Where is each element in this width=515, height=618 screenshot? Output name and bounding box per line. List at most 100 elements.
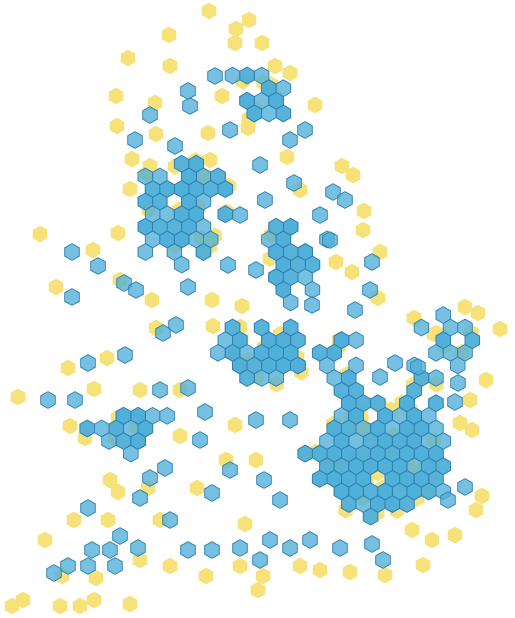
blue-hex bbox=[152, 381, 168, 399]
yellow-hex bbox=[292, 557, 308, 575]
blue-hex bbox=[204, 484, 220, 502]
blue-hex bbox=[188, 205, 204, 224]
yellow-hex bbox=[492, 320, 508, 338]
yellow-hex bbox=[474, 487, 490, 505]
yellow-hex bbox=[198, 567, 214, 585]
yellow-hex bbox=[355, 221, 371, 239]
blue-hex bbox=[304, 296, 320, 314]
yellow-hex bbox=[468, 501, 484, 519]
yellow-hex bbox=[102, 471, 118, 489]
blue-hex bbox=[127, 131, 143, 149]
blue-hex bbox=[333, 432, 350, 450]
blue-hex bbox=[117, 346, 133, 364]
yellow-hex bbox=[189, 479, 205, 497]
yellow-hex bbox=[464, 421, 480, 439]
blue-hex bbox=[377, 482, 393, 501]
yellow-hex bbox=[267, 57, 283, 75]
blue-hex bbox=[435, 331, 451, 350]
blue-hex bbox=[80, 354, 96, 372]
yellow-hex bbox=[202, 151, 218, 169]
blue-hex bbox=[130, 406, 146, 425]
yellow-hex bbox=[447, 526, 463, 544]
blue-hex bbox=[222, 121, 238, 139]
blue-hex bbox=[337, 191, 353, 209]
blue-hex bbox=[325, 183, 341, 201]
blue-hex bbox=[220, 256, 236, 274]
blue-hex bbox=[326, 469, 342, 488]
yellow-hex bbox=[99, 349, 115, 367]
blue-hex bbox=[326, 343, 342, 362]
yellow-hex bbox=[237, 515, 253, 533]
blue-hex bbox=[322, 231, 338, 249]
blue-hex bbox=[341, 369, 357, 387]
yellow-hex bbox=[342, 563, 358, 581]
blue-hex bbox=[464, 331, 481, 350]
yellow-hex bbox=[214, 87, 230, 105]
yellow-hex bbox=[60, 359, 76, 377]
blue-hex bbox=[142, 469, 158, 487]
blue-hex bbox=[142, 106, 158, 124]
blue-hex bbox=[64, 243, 80, 261]
blue-hex bbox=[195, 243, 212, 261]
blue-hex bbox=[268, 91, 284, 110]
blue-hex bbox=[413, 318, 430, 337]
blue-hex bbox=[282, 539, 298, 557]
blue-hex bbox=[84, 541, 100, 559]
blue-hex bbox=[304, 255, 321, 274]
yellow-hex bbox=[32, 225, 48, 243]
blue-hex bbox=[362, 281, 378, 299]
yellow-hex bbox=[204, 291, 220, 309]
yellow-hex bbox=[62, 417, 78, 435]
blue-hex bbox=[159, 406, 175, 425]
yellow-hex bbox=[161, 26, 177, 44]
blue-hex bbox=[132, 489, 148, 507]
blue-hex bbox=[239, 91, 255, 110]
blue-hex bbox=[252, 156, 268, 174]
yellow-hex bbox=[470, 304, 486, 322]
blue-hex bbox=[155, 324, 171, 342]
yellow-hex bbox=[100, 511, 116, 529]
yellow-hex bbox=[227, 416, 243, 434]
blue-hex bbox=[130, 539, 146, 557]
blue-hex bbox=[157, 459, 173, 477]
yellow-hex-layer bbox=[4, 2, 508, 615]
blue-hex bbox=[90, 257, 106, 275]
blue-hex bbox=[46, 564, 62, 582]
yellow-hex bbox=[132, 381, 148, 399]
blue-hex bbox=[370, 394, 386, 413]
blue-hex bbox=[40, 391, 56, 409]
blue-hex bbox=[239, 369, 255, 387]
blue-hex bbox=[204, 541, 220, 559]
blue-hex bbox=[282, 268, 299, 287]
blue-hex bbox=[188, 180, 204, 198]
blue-hex bbox=[115, 406, 132, 425]
yellow-hex bbox=[232, 557, 248, 575]
yellow-hex bbox=[108, 87, 124, 105]
blue-hex bbox=[152, 217, 168, 236]
blue-hex bbox=[282, 343, 299, 362]
blue-hex bbox=[115, 432, 132, 450]
blue-hex bbox=[180, 278, 196, 296]
blue-hex bbox=[222, 461, 238, 479]
yellow-hex bbox=[478, 371, 494, 389]
yellow-hex bbox=[86, 591, 102, 609]
blue-hex bbox=[450, 356, 466, 375]
yellow-hex bbox=[254, 34, 270, 52]
blue-hex bbox=[297, 444, 313, 463]
blue-hex-layer bbox=[40, 66, 481, 582]
blue-hex bbox=[79, 419, 95, 438]
yellow-hex bbox=[86, 380, 102, 398]
yellow-hex bbox=[462, 391, 478, 409]
yellow-hex bbox=[334, 157, 350, 175]
blue-hex bbox=[387, 354, 403, 372]
blue-hex bbox=[364, 253, 380, 271]
yellow-hex bbox=[312, 561, 328, 579]
blue-hex bbox=[332, 539, 348, 557]
blue-hex bbox=[286, 174, 302, 192]
blue-hex bbox=[80, 499, 96, 517]
blue-hex bbox=[130, 432, 146, 450]
blue-hex bbox=[137, 192, 154, 211]
blue-hex bbox=[188, 154, 204, 173]
yellow-hex bbox=[120, 49, 136, 67]
yellow-hex bbox=[356, 202, 372, 220]
